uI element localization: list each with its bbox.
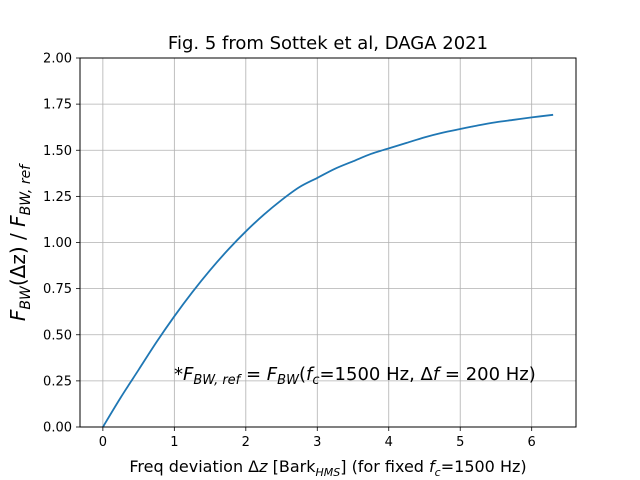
chart-title: Fig. 5 from Sottek et al, DAGA 2021 (168, 33, 488, 54)
x-tick-label: 1 (170, 435, 178, 450)
x-tick-label: 4 (385, 435, 393, 450)
y-tick-label: 0.50 (43, 328, 72, 343)
x-tick-label: 3 (313, 435, 321, 450)
ticks: 0 1 2 3 4 5 6 0.00 0.25 0.50 0.75 1.00 1.25 1.50 1.75 2… (43, 52, 536, 451)
x-tick-label: 2 (242, 435, 250, 450)
y-axis-label: FBW(Δz) / FBW, ref (6, 163, 34, 321)
x-tick-label: 6 (528, 435, 536, 450)
y-tick-label: 0.75 (43, 282, 72, 297)
grid (80, 57, 576, 428)
x-tick-label: 0 (99, 435, 107, 450)
series-line (102, 113, 554, 428)
y-tick-label: 0.25 (43, 374, 72, 389)
y-tick-label: 1.25 (43, 190, 72, 205)
x-axis-label: Freq deviation Δz [BarkHMS] (for fixed f… (129, 457, 526, 479)
y-tick-label: 2.00 (43, 52, 72, 67)
series-layer (102, 113, 554, 428)
y-tick-label: 1.50 (43, 144, 72, 159)
x-tick-label: 5 (456, 435, 464, 450)
y-tick-label: 1.75 (43, 98, 72, 113)
y-tick-label: 0.00 (43, 421, 72, 436)
annotation-text: *FBW, ref = FBW(fc=1500 Hz, Δf = 200 Hz) (174, 364, 536, 388)
y-tick-label: 1.00 (43, 236, 72, 251)
